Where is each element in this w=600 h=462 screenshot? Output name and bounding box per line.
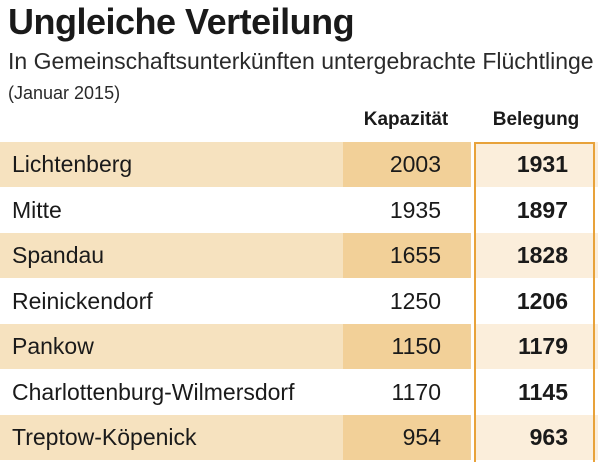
table-row: Mitte 1935 1897	[0, 188, 600, 233]
row-district-name: Spandau	[0, 233, 343, 278]
row-kapazitaet-value: 1250	[389, 287, 441, 314]
row-kapazitaet-value: 954	[343, 415, 471, 460]
chart-title: Ungleiche Verteilung	[8, 1, 355, 42]
row-belegung-value: 963	[476, 415, 598, 460]
table-row: Lichtenberg 2003 1931	[0, 142, 600, 187]
row-district-name: Lichtenberg	[0, 142, 343, 187]
table-row: Pankow 1150 1179	[0, 324, 600, 369]
row-belegung-value: 1206	[516, 287, 568, 314]
row-belegung-value: 1145	[518, 378, 568, 405]
data-table: Lichtenberg 2003 1931 Mitte 1935 1897 Spandau 1…	[0, 142, 600, 460]
row-kapazitaet-value: 1170	[391, 378, 441, 405]
table-row: Treptow-Köpenick 954 963	[0, 415, 600, 460]
row-district-name: Reinickendorf	[12, 287, 153, 314]
date-note: (Januar 2015)	[8, 83, 121, 103]
row-kapazitaet-value: 1150	[343, 324, 471, 369]
row-kapazitaet-value: 2003	[343, 142, 471, 187]
table-row: Spandau 1655 1828	[0, 233, 600, 278]
column-header-kapazitaet: Kapazität	[363, 109, 449, 130]
row-kapazitaet-value: 1655	[343, 233, 471, 278]
subtitle-text: In Gemeinschaftsunterkünften untergebrac…	[8, 48, 594, 74]
row-district-name: Mitte	[12, 196, 62, 223]
row-district-name: Pankow	[0, 324, 343, 369]
row-belegung-value: 1931	[476, 142, 598, 187]
table-row: Charlottenburg-Wilmersdorf 1170 1145	[0, 370, 600, 415]
column-header-belegung: Belegung	[492, 109, 580, 130]
row-belegung-value: 1828	[476, 233, 598, 278]
row-district-name: Treptow-Köpenick	[0, 415, 343, 460]
row-kapazitaet-value: 1935	[389, 196, 441, 223]
table-row: Reinickendorf 1250 1206	[0, 279, 600, 324]
row-belegung-value: 1179	[476, 324, 598, 369]
chart-subtitle: In Gemeinschaftsunterkünften untergebrac…	[8, 46, 598, 108]
row-district-name: Charlottenburg-Wilmersdorf	[12, 378, 295, 405]
row-belegung-value: 1897	[516, 196, 568, 223]
